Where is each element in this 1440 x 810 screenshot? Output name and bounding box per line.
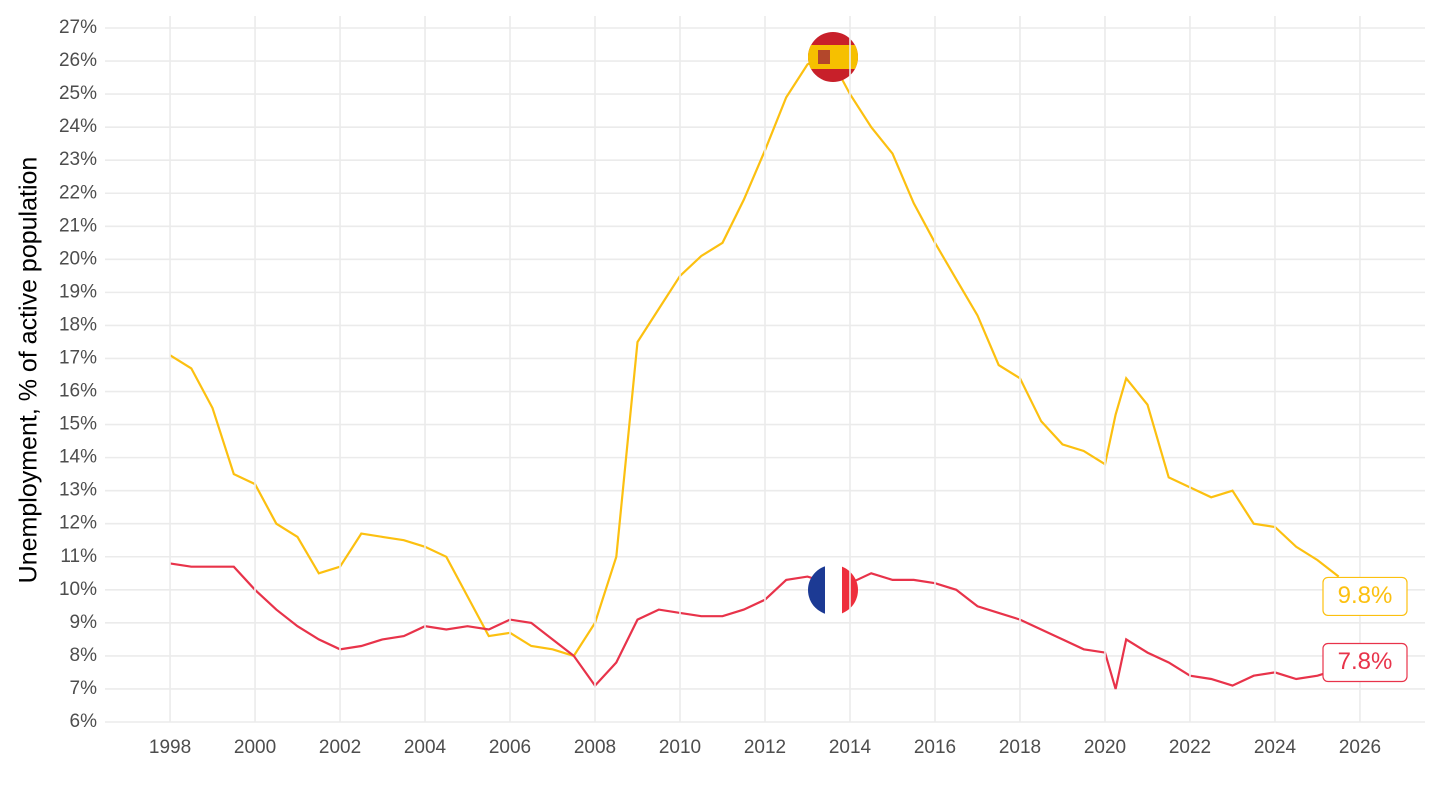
- y-tick-label: 23%: [59, 149, 97, 170]
- y-tick-label: 12%: [59, 513, 97, 534]
- x-tick-label: 2022: [1169, 737, 1211, 758]
- y-tick-label: 16%: [59, 381, 97, 402]
- x-tick-label: 2010: [659, 737, 701, 758]
- end-label: 9.8%: [1338, 582, 1393, 609]
- y-tick-label: 17%: [59, 347, 97, 368]
- y-tick-label: 9%: [70, 612, 98, 633]
- y-tick-label: 7%: [70, 678, 98, 699]
- y-tick-label: 27%: [59, 17, 97, 38]
- y-axis-title: Unemployment, % of active population: [15, 157, 43, 584]
- y-tick-label: 20%: [59, 248, 97, 269]
- end-label-box: [1322, 576, 1408, 617]
- x-tick-label: 2018: [999, 737, 1041, 758]
- end-label: 7.8%: [1338, 648, 1393, 675]
- x-tick-label: 2004: [404, 737, 447, 758]
- y-tick-label: 18%: [59, 314, 97, 335]
- y-tick-label: 11%: [60, 546, 97, 567]
- line-series: [169, 52, 1340, 658]
- lines: [169, 52, 1340, 690]
- y-tick-label: 6%: [70, 711, 98, 732]
- x-tick-label: 2008: [574, 737, 616, 758]
- y-tick-label: 13%: [59, 480, 97, 501]
- x-tick-label: 2014: [829, 737, 872, 758]
- flag-france: [808, 565, 858, 615]
- y-tick-label: 19%: [59, 281, 97, 302]
- y-tick-label: 22%: [59, 182, 97, 203]
- end-label-box: [1322, 642, 1408, 683]
- x-tick-label: 2002: [319, 737, 361, 758]
- x-tick-label: 2000: [234, 737, 276, 758]
- y-tick-label: 8%: [70, 645, 98, 666]
- x-tick-label: 2026: [1339, 737, 1381, 758]
- y-tick-label: 21%: [59, 215, 97, 236]
- y-tick-label: 24%: [59, 116, 97, 137]
- x-tick-label: 2012: [744, 737, 786, 758]
- x-tick-label: 1998: [149, 737, 191, 758]
- x-tick-label: 2006: [489, 737, 531, 758]
- y-tick-label: 14%: [59, 447, 97, 468]
- x-tick-label: 2024: [1254, 737, 1297, 758]
- y-tick-label: 25%: [59, 83, 97, 104]
- x-tick-label: 2020: [1084, 737, 1126, 758]
- y-tick-label: 15%: [59, 414, 97, 435]
- line-series: [169, 562, 1340, 690]
- x-tick-label: 2016: [914, 737, 956, 758]
- y-tick-label: 10%: [59, 579, 97, 600]
- y-tick-label: 26%: [59, 50, 97, 71]
